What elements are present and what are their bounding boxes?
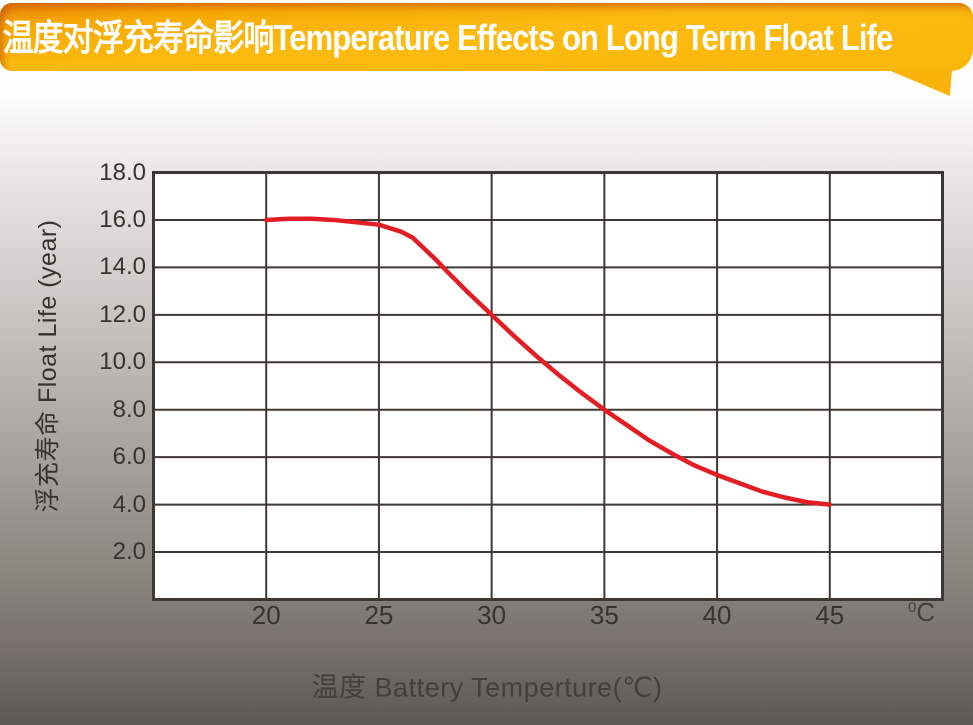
x-tick-label: 20: [251, 600, 281, 630]
banner-tail-icon: [886, 69, 952, 96]
data-curve: [263, 216, 833, 507]
chart-plot-area: [152, 171, 944, 601]
title-banner: 温度对浮充寿命影响Temperature Effects on Long Ter…: [0, 3, 973, 71]
x-tick-label: 30: [477, 600, 507, 630]
x-axis-unit-label: 0C: [908, 597, 935, 628]
y-tick-label: 10.0: [99, 348, 146, 376]
x-tick-label: 25: [364, 600, 394, 630]
y-tick-label: 16.0: [99, 205, 146, 233]
x-tick-label: 40: [702, 600, 732, 630]
y-axis-title: 浮充寿命 Float Life (year): [34, 219, 62, 513]
y-tick-label: 12.0: [99, 300, 146, 328]
y-tick-label: 4.0: [112, 490, 146, 518]
page-title: 温度对浮充寿命影响Temperature Effects on Long Ter…: [0, 3, 894, 71]
x-tick-label: 35: [589, 600, 619, 630]
y-tick-label: 6.0: [112, 443, 146, 471]
x-axis-unit-sup: 0: [908, 599, 917, 616]
x-tick-label: 45: [815, 600, 845, 630]
y-tick-label: 14.0: [99, 253, 146, 281]
y-tick-label: 8.0: [112, 395, 146, 423]
y-tick-label: 2.0: [112, 538, 146, 566]
page-title-zh: 温度对浮充寿命影响: [2, 17, 275, 58]
x-axis-title: 温度 Battery Temperture(℃): [311, 672, 663, 703]
y-tick-label: 18.0: [99, 158, 146, 186]
page-title-en: Temperature Effects on Long Term Float L…: [273, 17, 893, 58]
x-axis-unit-base: C: [916, 597, 936, 627]
plot-border: [152, 171, 944, 601]
